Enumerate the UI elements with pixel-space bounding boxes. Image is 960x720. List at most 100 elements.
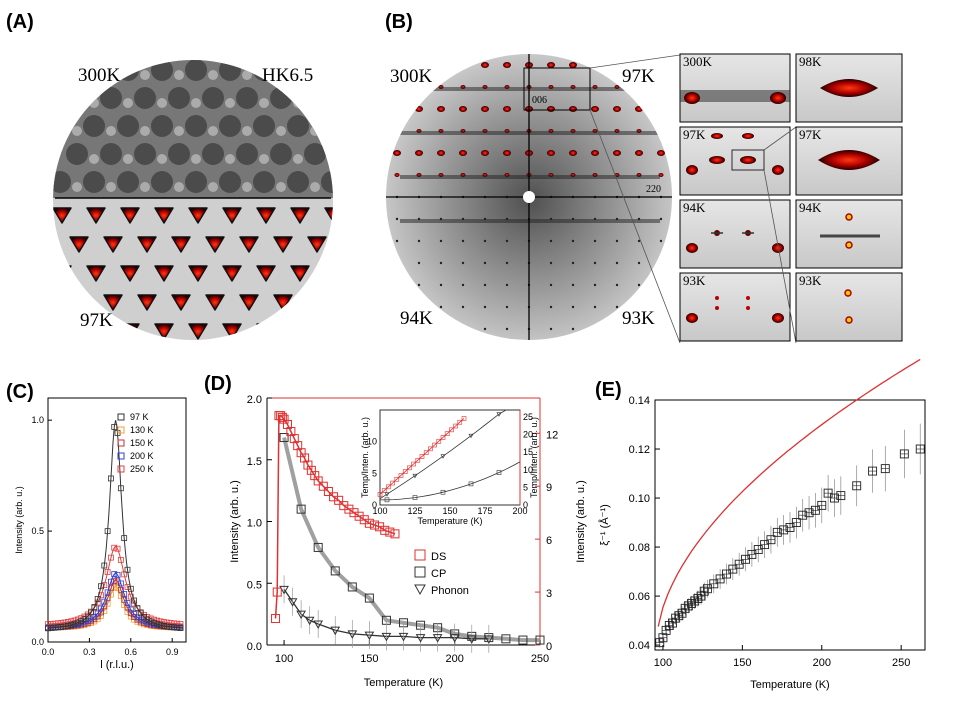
- chart-e-frame: [654, 399, 926, 651]
- weak-peak: [483, 283, 487, 287]
- weak-peak: [637, 239, 641, 243]
- weak-peak: [483, 305, 487, 309]
- dark-diffuse-spot: [270, 143, 292, 165]
- ds-point: [277, 412, 287, 422]
- weak-peak: [417, 283, 421, 287]
- phonon-point: [415, 634, 426, 643]
- weak-peak: [615, 283, 619, 287]
- x-axis-label: Temperature (K): [364, 677, 443, 689]
- dark-diffuse-spot: [185, 115, 207, 137]
- light-diffuse-spot: [327, 154, 333, 164]
- light-diffuse-spot: [208, 182, 218, 192]
- weak-peak: [659, 239, 663, 243]
- phonon-point: [432, 634, 443, 643]
- bragg-peak: [481, 62, 489, 68]
- y-tick-label: 1.0: [247, 518, 262, 530]
- panel-b-image: [386, 54, 672, 340]
- weak-peak: [637, 283, 641, 287]
- ds-point: [310, 471, 320, 481]
- dark-diffuse-spot: [253, 115, 275, 137]
- zoom-right-label: 98K: [799, 54, 822, 69]
- dark-diffuse-spot: [66, 87, 88, 109]
- bragg-peak: [437, 62, 445, 68]
- chart-e: 100 150 200 250 0.04 0.06 0.08 0.10 0.12 0.14 Temp…: [598, 358, 926, 691]
- data-point: [134, 605, 141, 612]
- inset-ds-point: [444, 431, 450, 436]
- panel-a-97k: 97K: [80, 310, 113, 331]
- weak-peak: [615, 327, 619, 331]
- data-point: [127, 585, 134, 592]
- inset-phonon-point: [468, 433, 474, 439]
- light-diffuse-spot: [208, 70, 218, 80]
- data-point: [91, 604, 98, 610]
- zoom-connector-2b: [763, 169, 797, 344]
- dark-diffuse-spot: [117, 115, 139, 137]
- dark-diffuse-spot: [117, 60, 139, 81]
- light-diffuse-spot: [106, 126, 116, 136]
- inset-y2-tick: 10: [523, 465, 533, 475]
- red-peak: [273, 236, 293, 253]
- weak-peak: [461, 239, 465, 243]
- data-point: [114, 571, 121, 578]
- weak-peak: [505, 327, 509, 331]
- weak-peak: [659, 327, 663, 331]
- red-peak: [103, 236, 123, 253]
- weak-peak: [505, 283, 509, 287]
- data-point: [51, 624, 58, 631]
- y2-tick-label: 9: [546, 482, 552, 494]
- inset-ds-point: [453, 423, 458, 429]
- ds-point: [272, 587, 282, 597]
- zoom-right-93k: 93K: [795, 272, 903, 342]
- data-point: [141, 618, 147, 625]
- data-point: [144, 619, 151, 626]
- inset-y2-label: Temp/Inten. (arb. u.): [529, 417, 539, 498]
- bragg-peak: [415, 106, 423, 112]
- ds-point: [369, 520, 379, 530]
- data-point: [71, 621, 78, 627]
- cp-point: [364, 593, 374, 603]
- panel-b-label: (B): [385, 11, 413, 33]
- inset-x-tick: 200: [512, 506, 527, 516]
- dark-diffuse-spot: [100, 143, 122, 165]
- data-point: [98, 583, 104, 590]
- inset-y2-tick: 0: [523, 500, 528, 510]
- panel-a-hk65: HK6.5: [262, 65, 313, 86]
- inset-x-tick: 100: [372, 506, 387, 516]
- inset-ds-point: [402, 469, 408, 474]
- y2-tick-label: 6: [546, 535, 552, 547]
- inset-ds-point: [398, 473, 404, 478]
- weak-peak: [439, 305, 443, 309]
- data-point: [174, 624, 181, 631]
- weak-peak: [417, 239, 421, 243]
- zoom-right-label: 97K: [799, 127, 822, 142]
- light-diffuse-spot: [106, 182, 116, 192]
- dark-diffuse-spot: [236, 143, 258, 165]
- data-point: [117, 557, 124, 563]
- dark-diffuse-spot: [338, 143, 360, 165]
- ds-point: [380, 525, 390, 535]
- inset-ds-line: [379, 418, 465, 495]
- inset-ds-point: [411, 461, 416, 467]
- inset-ds-point: [440, 435, 446, 440]
- bragg-peak: [657, 106, 665, 112]
- red-peak: [290, 207, 310, 224]
- ds-point: [282, 419, 292, 429]
- light-diffuse-spot: [259, 154, 269, 164]
- bragg-peak: [437, 150, 445, 156]
- phonon-point: [296, 610, 306, 620]
- bragg-peak: [503, 62, 511, 68]
- x-tick-label: 150: [733, 657, 751, 669]
- zoom-left-94k: 94K: [679, 199, 791, 269]
- dark-diffuse-spot: [53, 171, 71, 193]
- dark-diffuse-spot: [168, 143, 190, 165]
- weak-peak: [505, 239, 509, 243]
- x-tick-label: 250: [892, 657, 910, 669]
- cp-point: [501, 634, 511, 644]
- y-tick-label: 0.12: [629, 444, 650, 456]
- zoom-right-98k: 98K: [795, 53, 903, 123]
- weak-peak: [571, 261, 575, 265]
- data-point: [104, 589, 111, 596]
- light-diffuse-spot: [225, 154, 235, 164]
- light-diffuse-spot: [276, 182, 286, 192]
- weak-peak: [637, 261, 641, 265]
